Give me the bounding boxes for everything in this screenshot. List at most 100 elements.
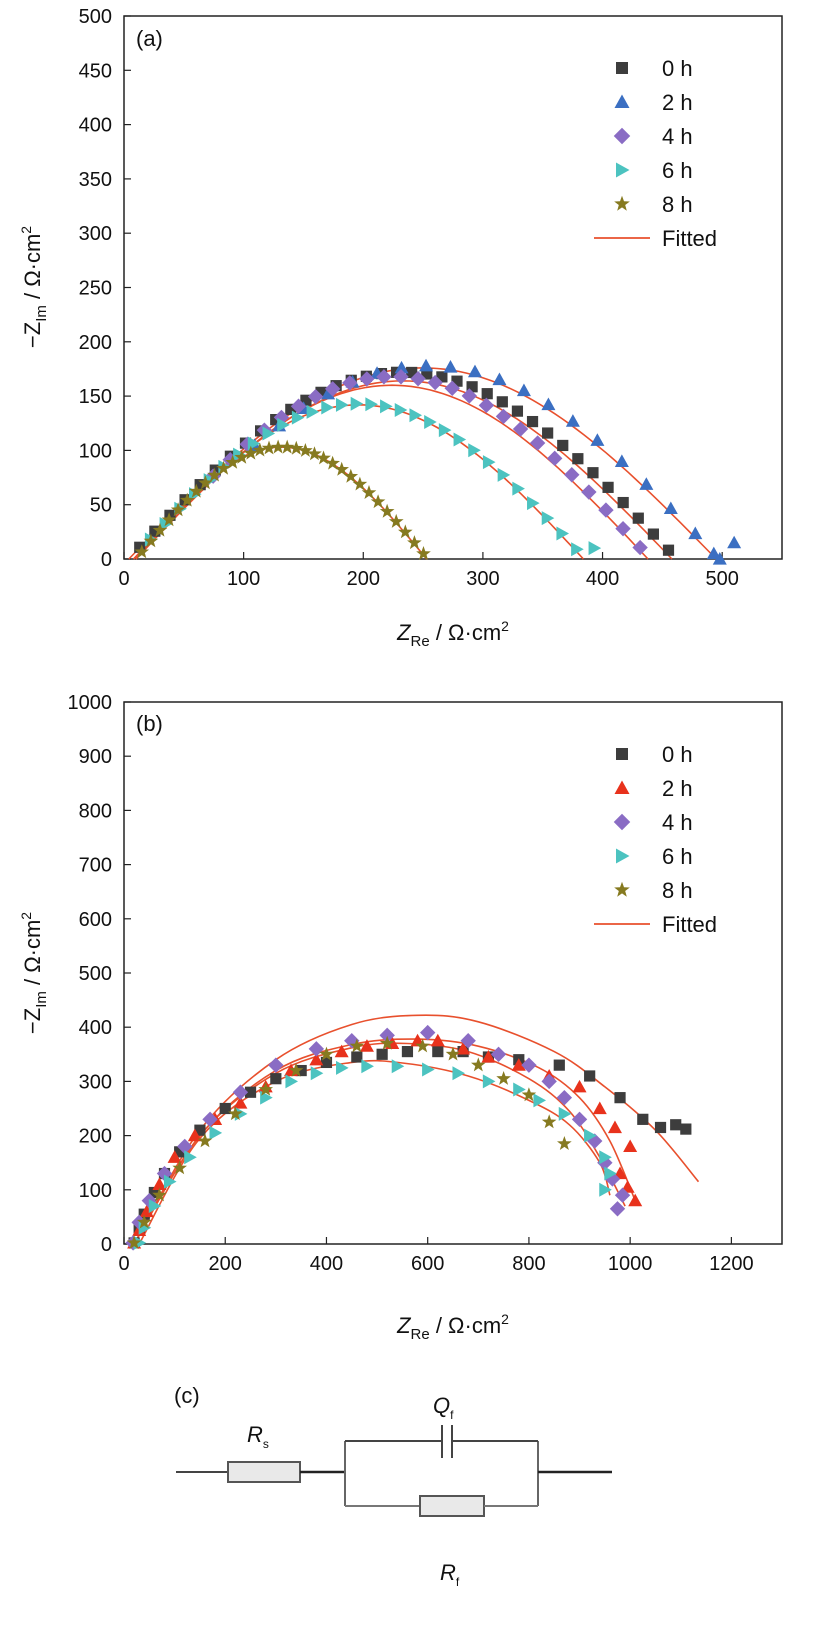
legend-marker xyxy=(616,62,628,74)
data-point xyxy=(321,400,334,415)
data-point xyxy=(184,1150,197,1165)
data-point xyxy=(467,364,482,378)
legend-label: 0 h xyxy=(662,742,693,767)
data-point xyxy=(481,1050,496,1063)
data-point xyxy=(187,1128,202,1142)
data-point xyxy=(228,1106,243,1121)
data-point xyxy=(359,371,375,387)
data-point xyxy=(376,369,392,385)
y-tick-label: 1000 xyxy=(68,692,113,714)
data-point xyxy=(234,449,250,464)
data-point xyxy=(349,1038,365,1053)
data-point xyxy=(526,415,539,428)
data-point xyxy=(632,512,644,524)
data-point xyxy=(556,526,570,541)
legend-marker xyxy=(614,881,630,897)
data-point xyxy=(527,496,540,511)
data-point xyxy=(571,542,584,557)
data-point xyxy=(521,1057,537,1073)
data-point xyxy=(207,467,222,482)
y-axis-label-a: −ZIm / Ω·cm2 xyxy=(18,226,50,348)
data-point xyxy=(277,417,290,432)
data-point xyxy=(581,484,597,500)
x-tick-label: 400 xyxy=(586,568,619,590)
data-point xyxy=(430,1033,445,1047)
fitted-curve xyxy=(133,1014,700,1245)
data-point xyxy=(542,427,554,439)
data-point xyxy=(139,1204,154,1218)
data-point xyxy=(298,443,313,457)
data-point xyxy=(592,1101,607,1115)
x-axis-label-b: ZRe / Ω·cm2 xyxy=(396,1311,509,1343)
data-point xyxy=(407,535,422,550)
data-point xyxy=(285,403,297,415)
data-point xyxy=(587,467,599,479)
legend-marker xyxy=(614,780,630,794)
x-tick-label: 1200 xyxy=(709,1253,754,1275)
data-point xyxy=(422,1062,435,1077)
data-point xyxy=(244,1086,257,1098)
data-point xyxy=(194,479,206,491)
data-point xyxy=(306,404,320,419)
data-point xyxy=(444,380,460,396)
data-point xyxy=(604,1166,617,1181)
data-point xyxy=(315,386,327,398)
data-point xyxy=(406,366,418,379)
legend-marker xyxy=(614,195,630,211)
data-point xyxy=(316,450,331,465)
data-point xyxy=(143,533,159,548)
data-point xyxy=(335,397,349,412)
data-point xyxy=(453,432,467,447)
legend-marker xyxy=(613,813,631,831)
label-rs: Rs xyxy=(247,1422,269,1451)
data-point xyxy=(663,501,678,515)
data-point xyxy=(270,439,286,454)
data-point xyxy=(401,1045,414,1058)
data-point xyxy=(394,360,409,374)
data-point xyxy=(461,388,478,404)
data-point xyxy=(170,502,186,517)
legend-label: Fitted xyxy=(662,226,717,251)
data-point xyxy=(270,414,282,426)
y-tick-label: 600 xyxy=(79,909,112,931)
data-point xyxy=(654,1121,667,1134)
data-point xyxy=(419,358,434,372)
y-tick-label: 300 xyxy=(79,1071,112,1093)
data-point xyxy=(343,468,359,483)
label-rf: Rf xyxy=(440,1560,460,1589)
data-point xyxy=(258,1081,273,1096)
data-point xyxy=(359,1039,374,1052)
data-point xyxy=(209,1125,223,1140)
legend-label: 8 h xyxy=(662,192,693,217)
legend-marker xyxy=(613,127,631,145)
series-0h xyxy=(134,366,675,556)
data-point xyxy=(496,1071,511,1085)
y-tick-label: 500 xyxy=(79,6,112,28)
legend-marker xyxy=(616,748,628,760)
x-tick-label: 0 xyxy=(118,1253,129,1275)
legend-label: 6 h xyxy=(662,844,693,869)
data-point xyxy=(134,544,150,559)
legend-b: 0 h 2 h 4 h 6 h 8 h Fitted xyxy=(594,742,717,937)
y-tick-label: 100 xyxy=(79,1180,112,1202)
data-point xyxy=(270,1073,282,1085)
data-point xyxy=(727,535,742,549)
data-point xyxy=(268,1057,284,1073)
data-point xyxy=(541,1073,557,1090)
data-point xyxy=(587,1133,603,1149)
data-point xyxy=(424,414,437,429)
data-point xyxy=(639,477,654,490)
data-point xyxy=(614,454,629,468)
data-point xyxy=(307,446,322,461)
data-point xyxy=(279,439,295,454)
data-point xyxy=(584,1128,597,1143)
data-point xyxy=(152,1187,167,1202)
y-tick-label: 450 xyxy=(79,60,112,82)
data-point xyxy=(172,1160,187,1175)
data-point xyxy=(334,461,349,476)
data-point xyxy=(149,525,161,537)
y-tick-label: 250 xyxy=(79,278,112,300)
data-point xyxy=(380,399,393,414)
data-point xyxy=(452,1066,466,1081)
data-point xyxy=(497,467,511,482)
